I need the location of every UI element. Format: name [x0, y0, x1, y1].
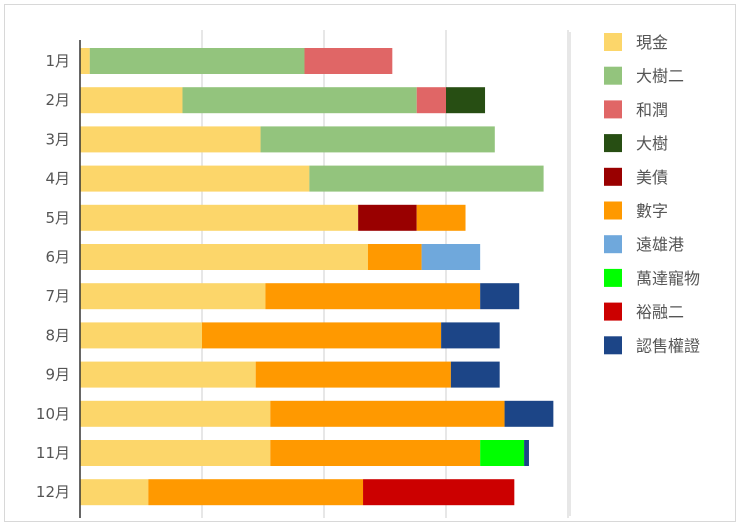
- bar-segment: [265, 283, 481, 310]
- legend-label: 大樹二: [636, 67, 684, 86]
- category-label: 3月: [45, 130, 70, 148]
- legend-item: 裕融二: [604, 302, 684, 322]
- bar-segment: [202, 322, 442, 349]
- bar-segment: [80, 361, 256, 388]
- category-label: 5月: [45, 209, 70, 227]
- legend-item: 大樹二: [604, 66, 684, 86]
- legend-label: 美債: [636, 168, 668, 187]
- bar-segment: [89, 48, 305, 74]
- legend-swatch: [604, 302, 622, 321]
- legend-swatch: [604, 235, 622, 254]
- bar-segment: [80, 87, 183, 114]
- bar-segment: [416, 204, 466, 231]
- category-label: 10月: [36, 405, 70, 423]
- legend-swatch: [604, 201, 622, 220]
- bar-segment: [80, 165, 310, 192]
- legend-swatch: [604, 33, 622, 51]
- bar-segment: [416, 87, 446, 114]
- legend-label: 數字: [636, 202, 668, 221]
- legend-swatch: [604, 167, 622, 186]
- bar-segment: [358, 204, 417, 231]
- bar-segment: [480, 440, 525, 466]
- bar-segment: [304, 48, 393, 74]
- bar-segment: [260, 126, 495, 153]
- legend-label: 現金: [636, 33, 668, 52]
- bar-segment: [270, 400, 505, 427]
- category-label: 11月: [36, 444, 70, 462]
- legend-swatch: [604, 134, 622, 153]
- bar-segment: [524, 440, 529, 466]
- legend-item: 和潤: [604, 100, 668, 119]
- bar-segment: [480, 283, 520, 310]
- category-label: 2月: [45, 91, 70, 109]
- bar-segment: [446, 87, 486, 114]
- bar-group: [80, 48, 554, 506]
- legend-label: 大樹: [636, 134, 668, 153]
- bar-segment: [80, 244, 368, 270]
- bar-segment: [80, 440, 271, 466]
- legend-item: 數字: [604, 201, 668, 221]
- bar-segment: [80, 126, 261, 153]
- category-label: 8月: [45, 326, 70, 344]
- bar-segment: [309, 165, 544, 192]
- legend-label: 和潤: [636, 100, 668, 119]
- legend-item: 美債: [604, 167, 668, 187]
- bar-segment: [80, 479, 149, 506]
- legend-swatch: [604, 336, 622, 355]
- category-labels: 1月 2月 3月 4月 5月 6月 7月 8月 9月 10月 11月 12月: [36, 52, 70, 501]
- bar-segment: [80, 322, 202, 349]
- category-label: 1月: [45, 52, 70, 70]
- legend-swatch: [604, 268, 622, 287]
- bar-segment: [270, 440, 481, 466]
- category-label: 6月: [45, 248, 70, 266]
- bar-segment: [80, 400, 271, 427]
- legend-swatch: [604, 100, 622, 119]
- bar-segment: [367, 244, 422, 270]
- legend-item: 遠雄港: [604, 235, 684, 254]
- bar-segment: [441, 322, 500, 349]
- category-label: 4月: [45, 170, 70, 188]
- legend-label: 萬達寵物: [636, 269, 700, 288]
- legend-item: 萬達寵物: [604, 268, 700, 288]
- legend-label: 遠雄港: [636, 235, 684, 254]
- bar-segment: [148, 479, 364, 506]
- legend-label: 裕融二: [636, 303, 684, 322]
- legend-item: 大樹: [604, 134, 668, 153]
- bar-segment: [80, 204, 359, 231]
- legend-label: 認售權證: [636, 336, 700, 355]
- bar-segment: [182, 87, 417, 114]
- bar-segment: [504, 400, 554, 427]
- category-label: 7月: [45, 287, 70, 305]
- bar-segment: [450, 361, 500, 388]
- bar-segment: [363, 479, 515, 506]
- legend-swatch: [604, 66, 622, 85]
- bar-segment: [255, 361, 451, 388]
- category-label: 9月: [45, 366, 70, 384]
- bar-segment: [80, 48, 90, 74]
- legend-item: 認售權證: [604, 336, 700, 355]
- bar-segment: [421, 244, 481, 270]
- legend-item: 現金: [604, 33, 668, 52]
- bar-segment: [80, 283, 266, 310]
- category-label: 12月: [36, 483, 70, 501]
